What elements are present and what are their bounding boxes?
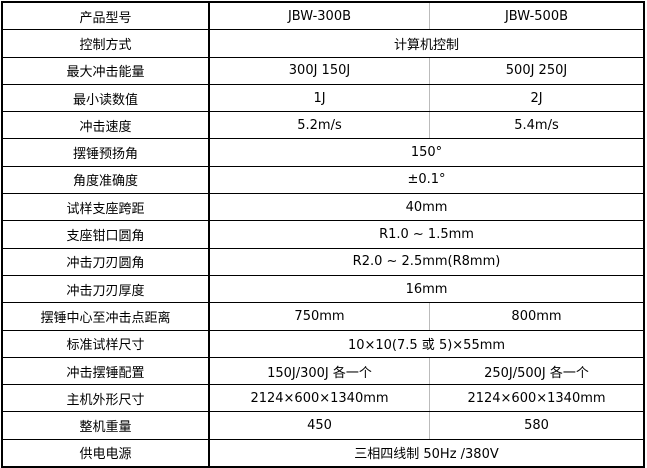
table-row: 冲击速度 5.2m/s 5.4m/s [2, 111, 644, 140]
table-row: 角度准确度 ±0.1° [2, 165, 644, 195]
row-label: 摆锤中心至冲击点距离 [2, 302, 210, 331]
row-label: 整机重量 [2, 411, 210, 440]
table-row: 供电电源 三相四线制 50Hz /380V [2, 438, 644, 468]
row-value: 三相四线制 50Hz /380V [209, 438, 644, 468]
row-value: 5.2m/s [209, 111, 430, 140]
row-value: 10×10(7.5 或 5)×55mm [209, 329, 644, 358]
row-label: 冲击速度 [2, 111, 210, 140]
row-value: 580 [429, 411, 644, 440]
row-label: 产品型号 [2, 1, 210, 31]
row-label: 标准试样尺寸 [2, 329, 210, 358]
table-row: 支座钳口圆角 R1.0 ~ 1.5mm [2, 220, 644, 249]
table-row: 最小读数值 1J 2J [2, 83, 644, 113]
row-label: 最小读数值 [2, 83, 210, 113]
table-row: 冲击刀刃厚度 16mm [2, 274, 644, 304]
row-value: 16mm [209, 274, 644, 304]
row-value: 计算机控制 [209, 29, 644, 58]
row-value: R2.0 ~ 2.5mm(R8mm) [209, 247, 644, 276]
row-value: 800mm [429, 302, 644, 331]
row-label: 最大冲击能量 [2, 56, 210, 85]
row-value: 2J [429, 83, 644, 113]
row-label: 摆锤预扬角 [2, 138, 210, 167]
row-label: 冲击刀刃厚度 [2, 274, 210, 304]
table-row: 冲击摆锤配置 150J/300J 各一个 250J/500J 各一个 [2, 356, 644, 386]
row-value: ±0.1° [209, 165, 644, 195]
table-row: 整机重量 450 580 [2, 411, 644, 440]
row-value: 2124×600×1340mm [429, 384, 644, 413]
row-value: JBW-500B [429, 1, 644, 31]
row-label: 控制方式 [2, 29, 210, 58]
row-value: R1.0 ~ 1.5mm [209, 220, 644, 249]
table-row: 摆锤中心至冲击点距离 750mm 800mm [2, 302, 644, 331]
row-value: 250J/500J 各一个 [429, 356, 644, 386]
row-label: 冲击摆锤配置 [2, 356, 210, 386]
table-row: 产品型号 JBW-300B JBW-500B [2, 1, 644, 31]
row-label: 冲击刀刃圆角 [2, 247, 210, 276]
table-row: 试样支座跨距 40mm [2, 193, 644, 222]
row-label: 供电电源 [2, 438, 210, 468]
row-value: 450 [209, 411, 430, 440]
row-value: 2124×600×1340mm [209, 384, 430, 413]
row-value: 300J 150J [209, 56, 430, 85]
row-value: 500J 250J [429, 56, 644, 85]
row-label: 角度准确度 [2, 165, 210, 195]
table-row: 冲击刀刃圆角 R2.0 ~ 2.5mm(R8mm) [2, 247, 644, 276]
row-value: 150J/300J 各一个 [209, 356, 430, 386]
table-row: 标准试样尺寸 10×10(7.5 或 5)×55mm [2, 329, 644, 358]
row-label: 试样支座跨距 [2, 193, 210, 222]
row-value: 5.4m/s [429, 111, 644, 140]
table-row: 最大冲击能量 300J 150J 500J 250J [2, 56, 644, 85]
row-value: 750mm [209, 302, 430, 331]
row-label: 主机外形尺寸 [2, 384, 210, 413]
row-value: 40mm [209, 193, 644, 222]
row-label: 支座钳口圆角 [2, 220, 210, 249]
table-row: 摆锤预扬角 150° [2, 138, 644, 167]
table-row: 主机外形尺寸 2124×600×1340mm 2124×600×1340mm [2, 384, 644, 413]
row-value: 1J [209, 83, 430, 113]
row-value: JBW-300B [209, 1, 430, 31]
row-value: 150° [209, 138, 644, 167]
table-row: 控制方式 计算机控制 [2, 29, 644, 58]
